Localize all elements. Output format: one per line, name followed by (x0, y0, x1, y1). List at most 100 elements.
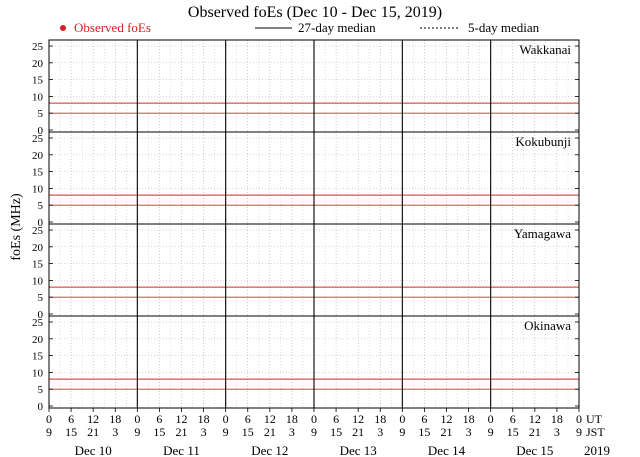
jst-tick-label: 9 (223, 425, 229, 439)
panel-okinawa: 0 5 10 15 20 25 Okinawa (32, 315, 580, 413)
y-tick-label: 15 (32, 167, 44, 179)
legend: Observed foEs 27-day median 5-day median (60, 20, 540, 35)
ut-tick-label: 18 (286, 412, 298, 426)
y-tick-label: 25 (32, 41, 44, 53)
jst-tick-label: 3 (289, 425, 295, 439)
jst-tick-label: 3 (201, 425, 207, 439)
y-tick-label: 20 (32, 242, 44, 254)
jst-tick-label: 9 (488, 425, 494, 439)
ut-tick-label: 6 (333, 412, 339, 426)
day-label: Dec 11 (163, 443, 200, 457)
jst-tick-label: 21 (87, 425, 99, 439)
ut-tick-label: 0 (46, 412, 52, 426)
ut-tick-label: 6 (156, 412, 162, 426)
panel-yamagawa: 0 5 10 15 20 25 Yamagawa (32, 223, 580, 321)
jst-tick-label: 15 (65, 425, 77, 439)
ut-row-label: UT (586, 412, 603, 426)
y-tick-label: 10 (32, 183, 44, 195)
legend-27day-label: 27-day median (298, 20, 376, 35)
jst-tick-label: 9 (46, 425, 52, 439)
jst-tick-label: 3 (554, 425, 560, 439)
ut-tick-label: 18 (198, 412, 210, 426)
station-label: Okinawa (524, 318, 571, 333)
ut-tick-label: 6 (245, 412, 251, 426)
y-tick-label: 15 (32, 351, 44, 363)
jst-tick-label: 3 (466, 425, 472, 439)
y-tick-label: 25 (32, 133, 44, 145)
y-tick-label: 0 (38, 309, 44, 321)
ut-tick-label: 12 (87, 412, 99, 426)
chart-title: Observed foEs (Dec 10 - Dec 15, 2019) (188, 4, 442, 21)
jst-tick-label: 9 (399, 425, 405, 439)
ut-tick-label: 18 (551, 412, 563, 426)
legend-observed-marker (60, 25, 66, 31)
y-tick-label: 5 (38, 200, 44, 212)
jst-tick-label: 21 (441, 425, 453, 439)
panel-wakkanai: 0 5 10 15 20 25 Wakkanai (32, 39, 580, 137)
jst-tick-label: 21 (264, 425, 276, 439)
y-tick-label: 20 (32, 58, 44, 70)
jst-tick-label: 21 (529, 425, 541, 439)
ut-tick-label: 12 (176, 412, 188, 426)
day-label: Dec 12 (251, 443, 288, 457)
ut-tick-label: 6 (421, 412, 427, 426)
day-label: Dec 14 (428, 443, 466, 457)
ut-tick-label: 12 (441, 412, 453, 426)
station-panels: 0 5 10 15 20 25 Wakkanai 0 5 10 15 20 25 Kokubunji 0 5 1… (32, 39, 580, 413)
jst-tick-label: 21 (176, 425, 188, 439)
ut-tick-label: 12 (264, 412, 276, 426)
jst-tick-label: 9 (134, 425, 140, 439)
jst-tick-label: 15 (242, 425, 254, 439)
jst-tick-label: 9 (576, 425, 582, 439)
y-tick-label: 15 (32, 259, 44, 271)
station-label: Kokubunji (515, 134, 571, 149)
day-label: Dec 13 (340, 443, 377, 457)
ut-tick-label: 18 (109, 412, 121, 426)
ut-tick-label: 12 (352, 412, 364, 426)
y-tick-label: 0 (38, 401, 44, 413)
ut-tick-label: 6 (510, 412, 516, 426)
y-tick-label: 10 (32, 275, 44, 287)
ut-tick-label: 0 (134, 412, 140, 426)
y-tick-label: 10 (32, 91, 44, 103)
ut-tick-label: 0 (488, 412, 494, 426)
jst-row-label: JST (586, 425, 605, 439)
y-tick-label: 0 (38, 217, 44, 229)
y-tick-label: 25 (32, 225, 44, 237)
y-tick-label: 20 (32, 150, 44, 162)
jst-tick-label: 9 (311, 425, 317, 439)
legend-5day-label: 5-day median (468, 20, 540, 35)
ut-tick-label: 12 (529, 412, 541, 426)
ut-tick-label: 6 (68, 412, 74, 426)
y-tick-label: 5 (38, 384, 44, 396)
ut-tick-label: 18 (374, 412, 386, 426)
station-label: Wakkanai (519, 42, 571, 57)
y-tick-label: 5 (38, 108, 44, 120)
jst-tick-label: 15 (330, 425, 342, 439)
station-label: Yamagawa (514, 226, 571, 241)
time-axis: 0 6 12 18 0 6 12 18 0 6 12 18 0 6 12 18 0 6 12 18 0 6 12 18 09 15… (46, 408, 582, 457)
jst-tick-label: 15 (507, 425, 519, 439)
jst-tick-label: 3 (377, 425, 383, 439)
y-tick-label: 0 (38, 125, 44, 137)
jst-tick-label: 15 (418, 425, 430, 439)
y-tick-label: 15 (32, 75, 44, 87)
y-tick-label: 10 (32, 367, 44, 379)
year-label: 2019 (584, 443, 610, 457)
ut-tick-label: 0 (223, 412, 229, 426)
y-tick-label: 25 (32, 317, 44, 329)
jst-tick-label: 3 (112, 425, 118, 439)
ut-tick-label: 0 (399, 412, 405, 426)
y-tick-label: 5 (38, 292, 44, 304)
jst-tick-label: 15 (153, 425, 165, 439)
y-axis-title: foEs (MHz) (9, 193, 24, 261)
day-label: Dec 10 (75, 443, 112, 457)
ut-tick-label: 18 (463, 412, 475, 426)
jst-tick-label: 21 (352, 425, 364, 439)
legend-observed-label: Observed foEs (74, 20, 151, 35)
panel-kokubunji: 0 5 10 15 20 25 Kokubunji (32, 131, 580, 229)
ut-tick-label: 0 (311, 412, 317, 426)
ut-tick-label: 0 (576, 412, 582, 426)
day-label: Dec 15 (516, 443, 553, 457)
y-tick-label: 20 (32, 334, 44, 346)
